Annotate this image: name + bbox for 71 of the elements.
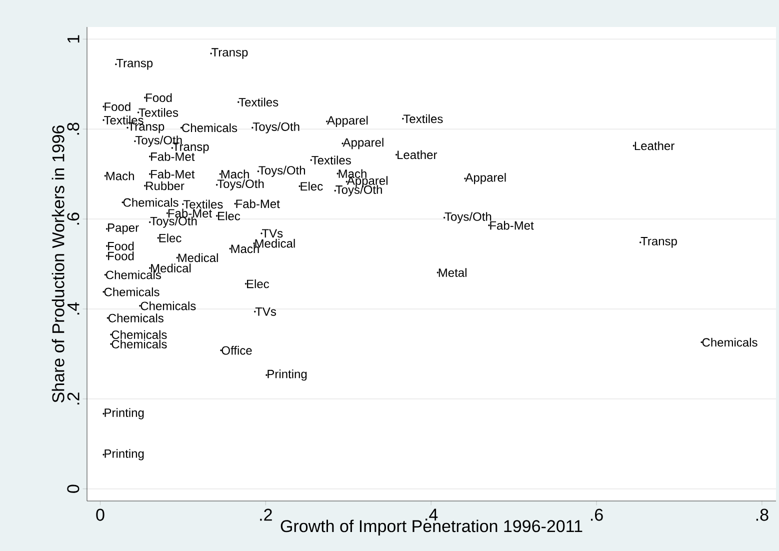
data-label: Toys/Oth	[150, 216, 197, 228]
data-label: Printing	[268, 369, 307, 381]
data-label: Medical	[178, 253, 218, 262]
y-tick-label: .6	[67, 212, 80, 225]
data-label: Elec	[218, 211, 240, 220]
x-tick-label: .4	[426, 508, 438, 520]
y-tick-label: .4	[68, 302, 80, 314]
data-label: Chemicals	[112, 330, 167, 339]
data-label: Fab-Met	[151, 152, 195, 161]
data-label: Printing	[104, 408, 144, 420]
data-label: Chemicals	[182, 123, 238, 132]
y-tick-label: .2	[67, 392, 80, 404]
data-label: Textiles	[104, 116, 144, 124]
data-label: Textiles	[312, 156, 351, 165]
data-label: Apparel	[465, 172, 506, 184]
x-tick-label: 0	[96, 508, 104, 521]
data-label: Food	[104, 102, 130, 111]
data-label: Elec	[247, 279, 270, 288]
data-label: Textiles	[138, 108, 178, 117]
data-label: Office	[222, 346, 252, 355]
data-label: Toys/Oth	[258, 166, 306, 177]
data-label: Paper	[108, 224, 139, 234]
data-label: Transp	[128, 122, 164, 134]
x-tick-label: .2	[260, 508, 272, 521]
data-label: Toys/Oth	[336, 185, 382, 196]
data-label: Food	[108, 242, 134, 250]
data-label: Transp	[640, 237, 677, 248]
data-label: Apparel	[342, 138, 384, 150]
data-label: Toys/Oth	[217, 179, 264, 190]
data-label: Rubber	[146, 181, 184, 190]
x-tick-label: .6	[590, 508, 603, 521]
y-tick-label: 1	[68, 35, 80, 43]
data-label: Textiles	[403, 114, 443, 124]
data-label: Toys/Oth	[444, 212, 492, 224]
data-label: Leather	[634, 141, 674, 150]
data-label: Mach	[106, 171, 134, 180]
data-label: Mach	[221, 170, 249, 178]
data-label: Fab-Met	[168, 208, 212, 218]
x-tick-label: .8	[756, 508, 768, 521]
data-label: Mach	[338, 169, 366, 178]
data-label: Chemicals	[702, 338, 758, 347]
data-label: Transp	[116, 58, 153, 70]
data-label: Chemicals	[140, 301, 196, 310]
data-label: TVs	[262, 229, 283, 238]
data-label: Toys/Oth	[252, 122, 300, 134]
data-label: Chemicals	[108, 314, 164, 322]
data-label: Fab-Met	[490, 220, 534, 230]
data-label: Food	[146, 93, 172, 102]
data-label: Elec	[300, 182, 323, 191]
data-label: Chemicals	[112, 340, 167, 348]
data-label: Textiles	[183, 200, 223, 209]
data-label: Apparel	[327, 116, 368, 128]
data-label: Chemicals	[123, 198, 178, 207]
data-label: Transp	[212, 48, 248, 59]
data-label: Food	[108, 251, 134, 260]
data-label: Apparel	[346, 176, 388, 188]
data-label: Fab-Met	[236, 199, 280, 208]
y-tick-label: 0	[67, 484, 80, 493]
y-tick-label: .8	[67, 122, 80, 135]
data-label: Leather	[398, 150, 438, 160]
data-label: Printing	[104, 449, 144, 460]
data-label: Medical	[151, 264, 191, 272]
data-label: TVs	[255, 307, 276, 316]
data-label: Elec	[159, 234, 182, 242]
x-axis-title: Growth of Import Penetration 1996-2011	[280, 520, 582, 536]
data-label: Textiles	[238, 98, 278, 106]
data-label: Chemicals	[104, 287, 160, 296]
y-axis-title: Share of Production Workers in 1996	[52, 126, 64, 402]
data-label: Chemicals	[106, 270, 161, 280]
data-label: Fab-Met	[151, 170, 195, 178]
data-label: Metal	[438, 268, 466, 277]
